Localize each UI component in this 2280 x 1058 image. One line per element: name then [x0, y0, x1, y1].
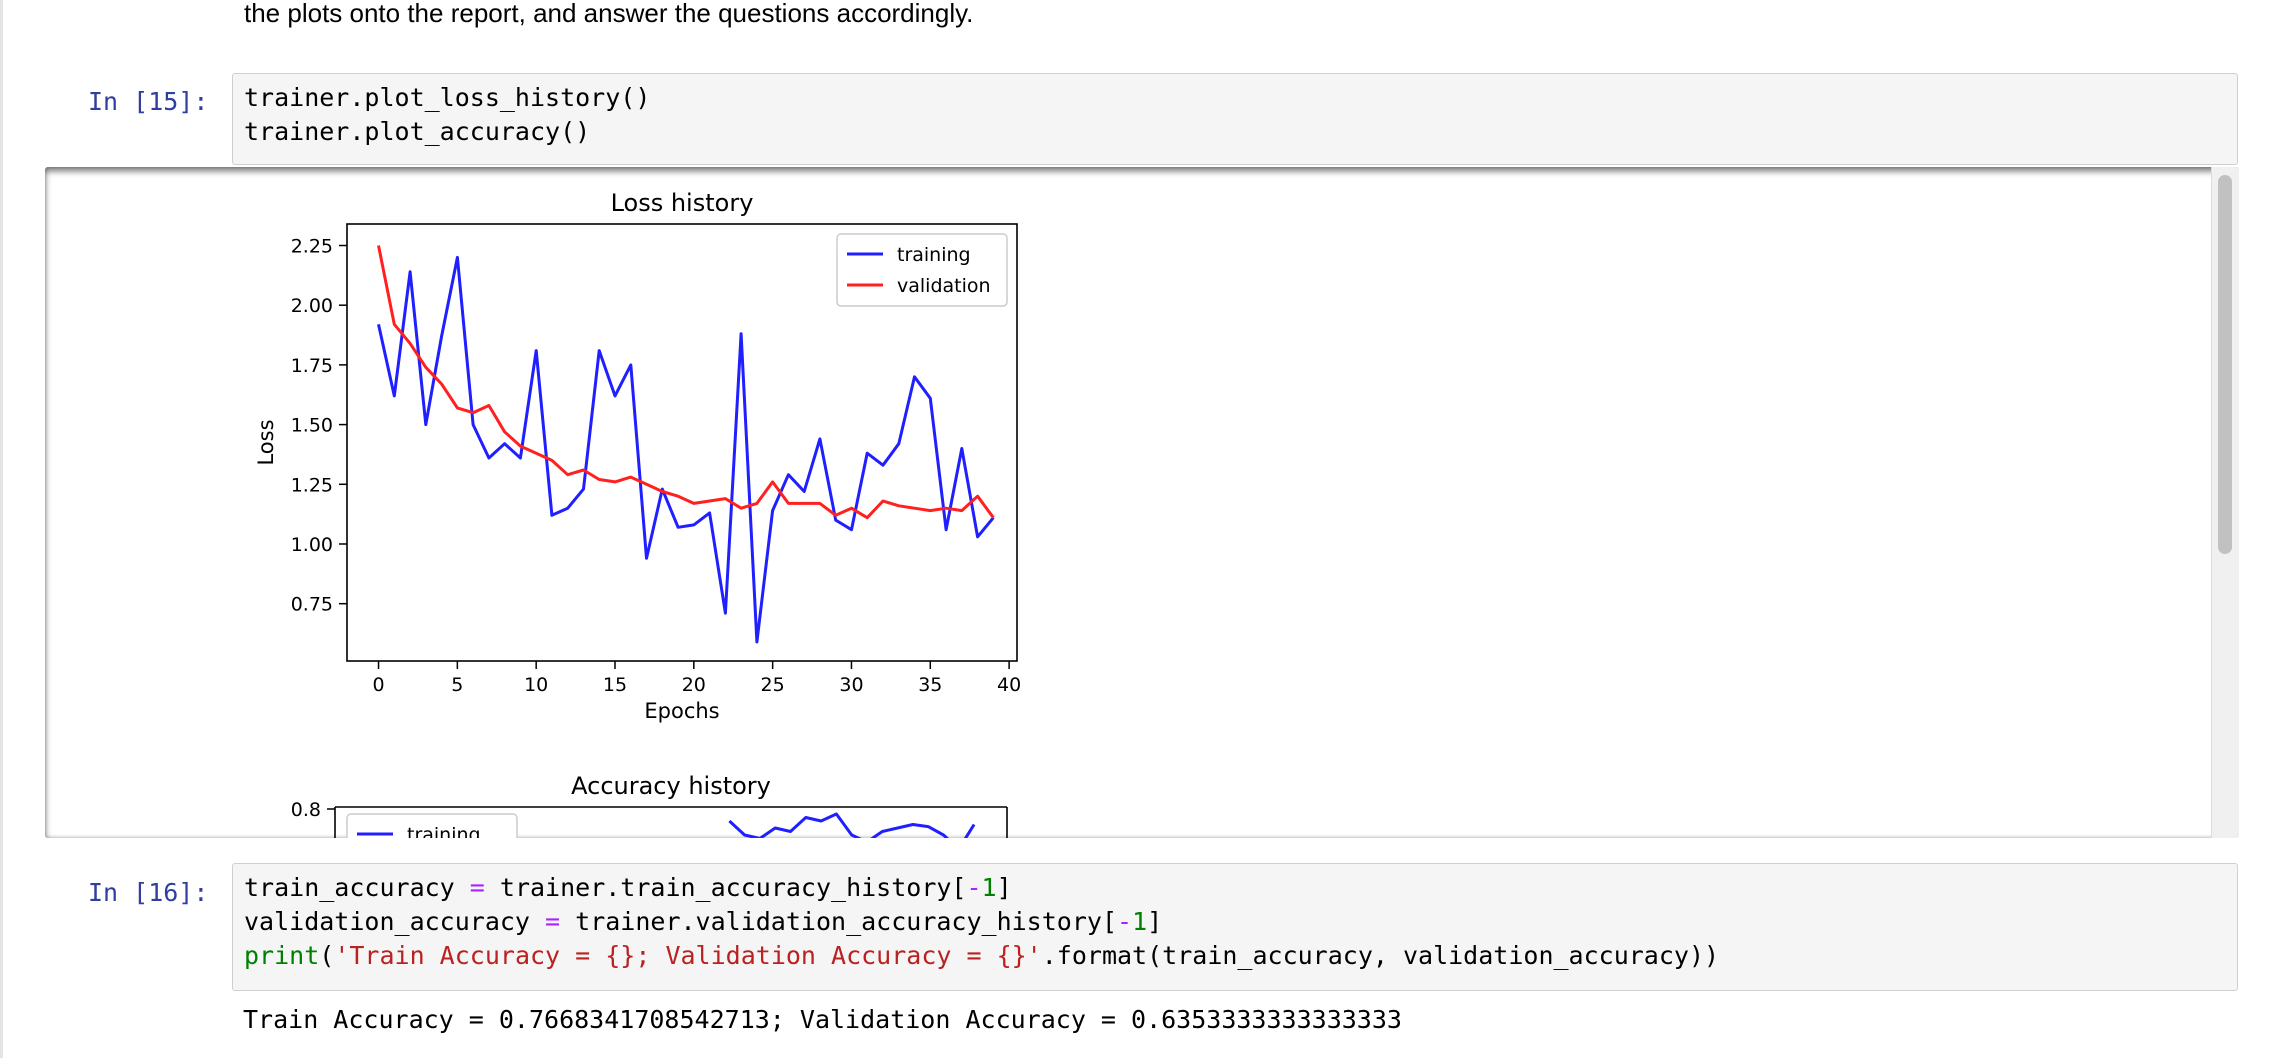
- cell-prompt-15: In [15]:: [88, 87, 208, 116]
- x-axis-label: Epochs: [644, 699, 719, 723]
- code-token: (: [319, 941, 334, 970]
- x-tick-label: 25: [761, 674, 785, 696]
- x-tick-label: 40: [997, 674, 1021, 696]
- x-tick-label: 10: [524, 674, 548, 696]
- code-block-15: trainer.plot_loss_history() trainer.plot…: [233, 74, 2237, 149]
- legend-label-training: training: [407, 824, 481, 838]
- series-line-accuracy-training: [729, 814, 974, 838]
- code-token: trainer.validation_accuracy_history[: [560, 907, 1117, 936]
- code-token-builtin: print: [244, 941, 319, 970]
- y-tick-label: 2.00: [291, 295, 333, 317]
- code-token-operator: =: [470, 873, 485, 902]
- code-cell-16-input[interactable]: train_accuracy = trainer.train_accuracy_…: [232, 863, 2238, 991]
- code-token-operator: =: [545, 907, 560, 936]
- loss-chart-title: Loss history: [611, 189, 754, 217]
- accuracy-chart-title: Accuracy history: [571, 772, 771, 800]
- y-tick-label: 1.50: [291, 415, 333, 437]
- x-tick-label: 35: [918, 674, 942, 696]
- code-line: trainer.plot_loss_history(): [244, 83, 650, 112]
- code-token-operator: -: [966, 873, 981, 902]
- scrollbar-thumb[interactable]: [2218, 175, 2232, 554]
- code-cell-15-input[interactable]: trainer.plot_loss_history() trainer.plot…: [232, 73, 2238, 165]
- code-token: ]: [997, 873, 1012, 902]
- code-token-number: 1: [1132, 907, 1147, 936]
- y-tick-label: 2.25: [291, 235, 333, 257]
- x-tick-label: 15: [603, 674, 627, 696]
- code-token: .format(train_accuracy, validation_accur…: [1042, 941, 1719, 970]
- code-line: trainer.plot_accuracy(): [244, 117, 590, 146]
- code-token-string: 'Train Accuracy = {}; Validation Accurac…: [334, 941, 1041, 970]
- y-tick-label: 0.8: [291, 799, 321, 821]
- y-tick-label: 1.75: [291, 355, 333, 377]
- code-token-operator: -: [1117, 907, 1132, 936]
- output-scrollbar[interactable]: [2211, 167, 2239, 838]
- markdown-text: the plots onto the report, and answer th…: [244, 0, 973, 29]
- code-token-number: 1: [982, 873, 997, 902]
- code-token: validation_accuracy: [244, 907, 545, 936]
- cell-prompt-16: In [16]:: [88, 878, 208, 907]
- notebook-left-border: [0, 0, 3, 1058]
- x-tick-label: 30: [839, 674, 863, 696]
- code-block-16: train_accuracy = trainer.train_accuracy_…: [233, 864, 2237, 973]
- output-scroll-area[interactable]: Loss history 0.75 1.00 1.25 1.50 1.75 2.00 2.25…: [45, 167, 2239, 838]
- x-tick-label: 5: [451, 674, 463, 696]
- cell-16-output: Train Accuracy = 0.7668341708542713; Val…: [243, 1005, 1402, 1034]
- code-token: trainer.train_accuracy_history[: [485, 873, 967, 902]
- y-tick-label: 1.25: [291, 474, 333, 496]
- code-token: ]: [1147, 907, 1162, 936]
- y-tick-label: 0.75: [291, 594, 333, 616]
- y-tick-label: 1.00: [291, 534, 333, 556]
- legend-label-validation: validation: [897, 275, 991, 297]
- y-axis-label: Loss: [254, 419, 278, 465]
- x-tick-label: 20: [682, 674, 706, 696]
- plot-canvas: Loss history 0.75 1.00 1.25 1.50 1.75 2.00 2.25…: [45, 167, 2211, 838]
- legend-label-training: training: [897, 244, 971, 266]
- x-tick-label: 0: [372, 674, 384, 696]
- code-token: train_accuracy: [244, 873, 470, 902]
